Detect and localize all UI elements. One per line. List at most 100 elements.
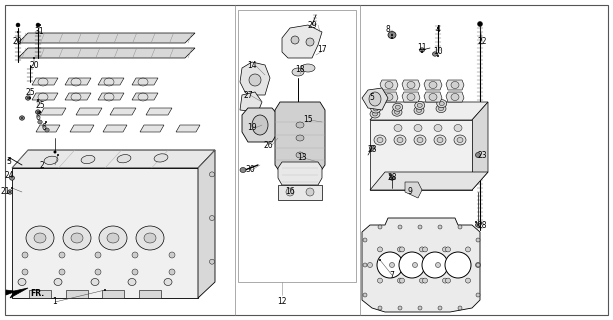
Ellipse shape [107, 233, 119, 243]
Ellipse shape [9, 191, 11, 193]
Text: 19: 19 [247, 124, 257, 132]
Ellipse shape [36, 23, 40, 27]
Ellipse shape [465, 247, 471, 252]
Ellipse shape [34, 233, 46, 243]
Ellipse shape [394, 124, 402, 132]
Ellipse shape [438, 107, 443, 111]
Text: 11: 11 [417, 44, 427, 52]
Ellipse shape [39, 24, 41, 26]
Text: 26: 26 [263, 140, 273, 149]
Ellipse shape [416, 108, 422, 112]
Ellipse shape [11, 187, 13, 189]
Polygon shape [282, 25, 322, 58]
Ellipse shape [407, 93, 415, 100]
Text: 20: 20 [29, 61, 39, 70]
Ellipse shape [21, 117, 23, 119]
Ellipse shape [296, 135, 304, 141]
Ellipse shape [363, 293, 367, 297]
Ellipse shape [370, 146, 375, 150]
Ellipse shape [296, 152, 304, 158]
Text: 20: 20 [13, 37, 22, 46]
Ellipse shape [252, 115, 268, 135]
Polygon shape [424, 92, 442, 102]
Text: 25: 25 [25, 87, 35, 97]
Ellipse shape [292, 68, 304, 76]
Ellipse shape [16, 23, 20, 27]
Ellipse shape [385, 82, 393, 89]
Ellipse shape [378, 225, 382, 229]
Ellipse shape [22, 252, 28, 258]
Polygon shape [278, 185, 322, 200]
Ellipse shape [240, 167, 246, 172]
Ellipse shape [395, 110, 400, 114]
Polygon shape [405, 182, 422, 198]
Ellipse shape [20, 116, 25, 120]
Ellipse shape [45, 128, 49, 132]
Ellipse shape [59, 269, 65, 275]
Ellipse shape [306, 38, 314, 46]
Ellipse shape [458, 225, 462, 229]
Ellipse shape [99, 226, 127, 250]
Ellipse shape [454, 124, 462, 132]
Polygon shape [65, 78, 91, 85]
Polygon shape [12, 282, 210, 298]
Polygon shape [446, 92, 464, 102]
Ellipse shape [417, 138, 423, 142]
Ellipse shape [478, 21, 482, 27]
Ellipse shape [391, 177, 393, 179]
Ellipse shape [169, 252, 175, 258]
Text: 29: 29 [307, 20, 317, 29]
Ellipse shape [397, 278, 403, 283]
Ellipse shape [476, 263, 480, 267]
Polygon shape [402, 92, 420, 102]
Ellipse shape [132, 252, 138, 258]
Polygon shape [12, 150, 215, 168]
Text: 1: 1 [53, 298, 58, 307]
Ellipse shape [36, 110, 40, 114]
Ellipse shape [91, 278, 99, 285]
Ellipse shape [154, 154, 168, 162]
Ellipse shape [394, 135, 406, 145]
Ellipse shape [132, 269, 138, 275]
Text: 14: 14 [247, 60, 257, 69]
Ellipse shape [391, 37, 393, 39]
Ellipse shape [395, 105, 400, 109]
Ellipse shape [438, 306, 442, 310]
Ellipse shape [57, 154, 59, 156]
Ellipse shape [379, 259, 381, 261]
Ellipse shape [369, 92, 381, 106]
Ellipse shape [249, 74, 261, 86]
Text: 10: 10 [433, 47, 443, 57]
Polygon shape [12, 168, 198, 298]
Bar [66, 290, 88, 298]
Ellipse shape [476, 153, 481, 157]
Ellipse shape [128, 278, 136, 285]
Ellipse shape [164, 278, 172, 285]
Ellipse shape [434, 135, 446, 145]
Ellipse shape [378, 247, 383, 252]
Ellipse shape [136, 226, 164, 250]
Polygon shape [370, 102, 488, 120]
Ellipse shape [44, 156, 58, 164]
Ellipse shape [451, 93, 459, 100]
Ellipse shape [39, 111, 41, 113]
Polygon shape [65, 93, 91, 100]
Ellipse shape [415, 101, 425, 109]
Ellipse shape [389, 174, 391, 176]
Ellipse shape [378, 306, 382, 310]
Polygon shape [132, 93, 158, 100]
Ellipse shape [422, 278, 427, 283]
Ellipse shape [389, 262, 395, 268]
Polygon shape [370, 120, 472, 190]
Ellipse shape [400, 247, 405, 252]
Ellipse shape [451, 82, 459, 89]
Ellipse shape [388, 31, 396, 38]
Ellipse shape [295, 111, 300, 116]
Ellipse shape [476, 293, 480, 297]
Ellipse shape [59, 252, 65, 258]
Polygon shape [402, 80, 420, 90]
Text: 31: 31 [35, 28, 44, 36]
Polygon shape [103, 125, 127, 132]
Text: 2: 2 [40, 161, 44, 170]
Ellipse shape [389, 176, 395, 180]
